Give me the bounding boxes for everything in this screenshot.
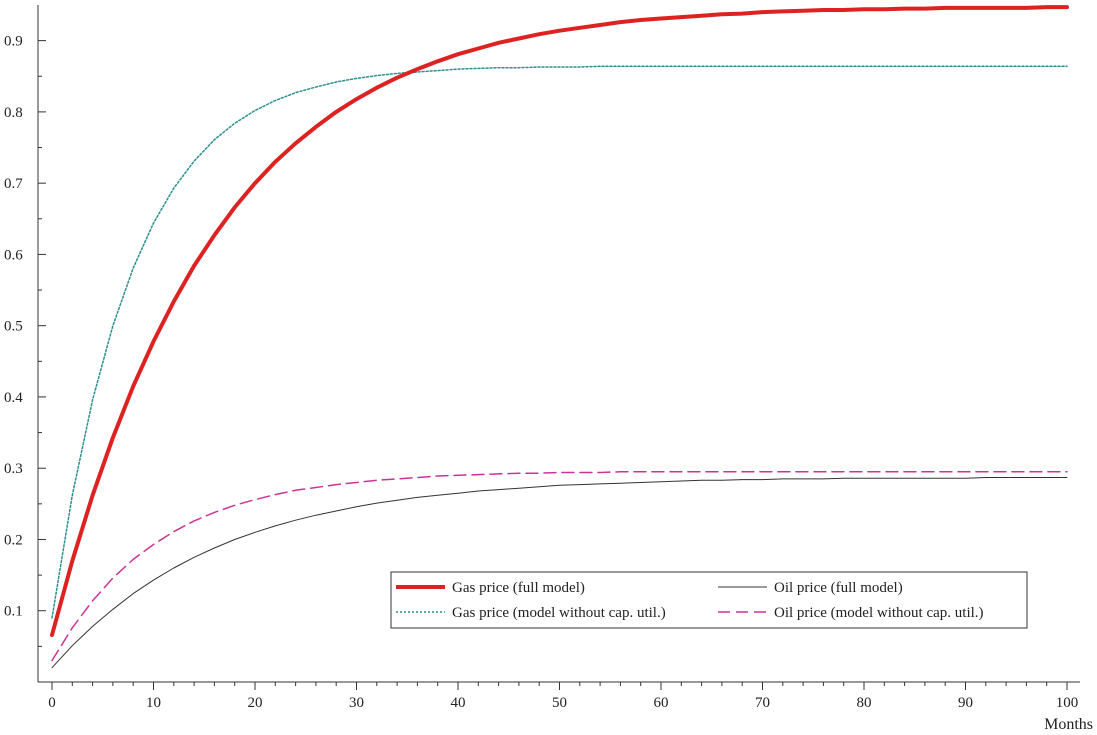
y-tick-label: 0.9 (4, 34, 23, 50)
legend-box (390, 571, 1028, 629)
x-tick-label: 50 (552, 695, 567, 711)
x-axis-title: Months (1044, 716, 1093, 733)
legend: Gas price (full model) Gas price (model … (390, 571, 1028, 629)
x-tick-label: 0 (48, 695, 56, 711)
legend-label-gas-full: Gas price (full model) (452, 580, 585, 596)
legend-label-oil-full: Oil price (full model) (774, 580, 903, 596)
x-tick-label: 30 (349, 695, 364, 711)
series-gas-price-without-cap-util (51, 65, 1068, 619)
x-tick-label: 90 (958, 695, 973, 711)
series-oil-price-full-model (51, 477, 1068, 669)
series-layer (50, 5, 1069, 669)
y-axis-ticks: 0.1 0.2 0.3 0.4 0.5 0.6 0.7 0.8 0.9 (4, 34, 46, 647)
x-tick-label: 40 (451, 695, 466, 711)
x-tick-label: 70 (755, 695, 770, 711)
y-tick-label: 0.1 (4, 604, 23, 620)
y-tick-label: 0.5 (4, 319, 23, 335)
x-tick-label: 60 (654, 695, 669, 711)
x-tick-label: 20 (248, 695, 263, 711)
y-tick-label: 0.3 (4, 461, 23, 477)
x-tick-label: 10 (146, 695, 161, 711)
legend-label-oil-nocap: Oil price (model without cap. util.) (774, 605, 984, 621)
y-tick-label: 0.2 (4, 532, 23, 548)
legend-label-gas-nocap: Gas price (model without cap. util.) (452, 605, 666, 621)
series-gas-price-full-model (50, 5, 1069, 637)
y-tick-label: 0.4 (4, 390, 23, 406)
y-tick-label: 0.7 (4, 176, 23, 192)
x-axis-ticks: 0 10 20 30 40 50 60 70 80 90 100 (48, 682, 1078, 711)
series-oil-price-without-cap-util (51, 471, 1068, 662)
y-tick-label: 0.6 (4, 247, 23, 263)
x-tick-label: 80 (857, 695, 872, 711)
y-tick-label: 0.8 (4, 105, 23, 121)
x-tick-label: 100 (1056, 695, 1079, 711)
